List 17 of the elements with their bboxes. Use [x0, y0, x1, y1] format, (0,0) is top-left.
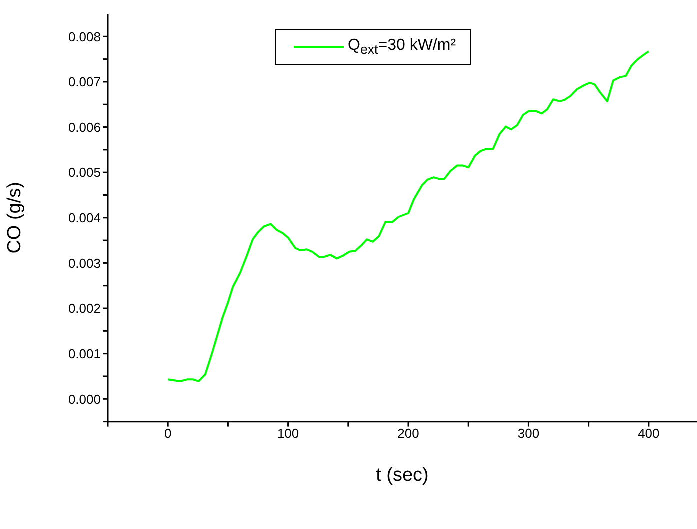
x-axis-title: t (sec) — [376, 464, 429, 486]
y-tick-label: 0.003 — [68, 256, 101, 271]
y-axis-title: CO (g/s) — [4, 182, 26, 254]
y-tick-label: 0.002 — [68, 301, 101, 316]
y-tick-label: 0.004 — [68, 210, 101, 226]
y-tick-label: 0.001 — [68, 346, 101, 362]
y-tick-label: 0.006 — [68, 120, 101, 135]
x-tick-label: 200 — [398, 426, 420, 442]
y-tick-label: 0.008 — [68, 29, 101, 44]
x-tick-label: 0 — [164, 426, 172, 442]
x-tick-label: 300 — [518, 426, 540, 442]
y-tick-label: 0.005 — [68, 165, 101, 180]
y-tick-label: 0.000 — [68, 392, 101, 407]
x-tick-label: 100 — [277, 426, 300, 442]
x-tick-label: 400 — [638, 426, 660, 442]
legend-label: Q$_{ext}$=30 kW/m² — [348, 37, 456, 58]
y-tick-label: 0.007 — [68, 74, 101, 90]
